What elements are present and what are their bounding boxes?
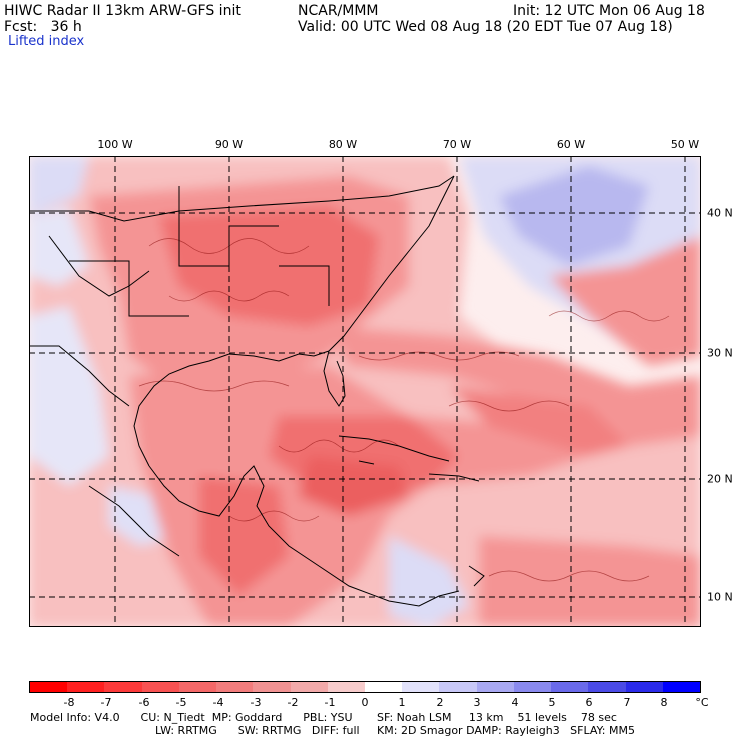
fcst-value: 36 h [50, 19, 82, 35]
colorbar-swatch [30, 682, 68, 692]
colorbar-tick: 7 [623, 696, 631, 709]
field-name: Lifted index [8, 34, 85, 49]
colorbar-tick: 4 [511, 696, 519, 709]
colorbar [29, 681, 701, 693]
colorbar-swatch [327, 682, 365, 692]
colorbar-tick: 6 [585, 696, 593, 709]
colorbar-tick: -6 [138, 696, 150, 709]
colorbar-swatch [216, 682, 254, 692]
colorbar-tick: -5 [175, 696, 187, 709]
colorbar-unit: °C [695, 696, 709, 709]
field-shading [29, 156, 701, 627]
colorbar-swatch [104, 682, 142, 692]
lifted-index-map [29, 156, 701, 627]
colorbar-tick: 3 [473, 696, 481, 709]
model-info-line2: LW: RRTMG SW: RRTMG DIFF: full KM: 2D Sm… [155, 724, 635, 737]
colorbar-swatch [662, 682, 700, 692]
colorbar-tick: -7 [100, 696, 112, 709]
colorbar-swatch [402, 682, 440, 692]
init-time: Init: 12 UTC Mon 06 Aug 18 [513, 3, 705, 19]
center-org: NCAR/MMM [298, 3, 379, 19]
colorbar-swatch [141, 682, 179, 692]
lon-label-100w: 100 W [97, 138, 133, 151]
lon-label-50w: 50 W [670, 138, 700, 151]
colorbar-swatch [625, 682, 663, 692]
colorbar-tick: -2 [287, 696, 299, 709]
lon-label-70w: 70 W [442, 138, 472, 151]
colorbar-tick: 5 [548, 696, 556, 709]
colorbar-tick: 0 [361, 696, 369, 709]
lat-label-30n: 30 N [707, 346, 733, 360]
lat-label-10n: 10 N [707, 590, 733, 604]
lon-label-60w: 60 W [556, 138, 586, 151]
map-title: HIWC Radar II 13km ARW-GFS init [4, 3, 241, 19]
lon-label-90w: 90 W [214, 138, 244, 151]
lat-lon-grid [29, 156, 701, 627]
colorbar-tick: -3 [250, 696, 262, 709]
colorbar-swatch [67, 682, 105, 692]
colorbar-tick: -4 [212, 696, 224, 709]
lat-label-40n: 40 N [707, 206, 733, 220]
colorbar-swatch [588, 682, 626, 692]
fcst-label: Fcst: [4, 19, 38, 35]
colorbar-swatch [290, 682, 328, 692]
colorbar-swatch [364, 682, 403, 692]
colorbar-tick: 8 [660, 696, 668, 709]
forecast-hour: Fcst: 36 h [4, 19, 82, 35]
colorbar-tick: 1 [398, 696, 406, 709]
colorbar-tick: -1 [324, 696, 336, 709]
valid-time: Valid: 00 UTC Wed 08 Aug 18 (20 EDT Tue … [298, 19, 673, 35]
colorbar-swatch [513, 682, 552, 692]
colorbar-swatch [476, 682, 514, 692]
map-border [29, 156, 701, 627]
model-info-line1: Model Info: V4.0 CU: N_Tiedt MP: Goddard… [30, 711, 617, 724]
colorbar-swatch [253, 682, 291, 692]
colorbar-tick: 2 [436, 696, 444, 709]
lon-label-80w: 80 W [328, 138, 358, 151]
colorbar-swatch [551, 682, 589, 692]
colorbar-swatch [439, 682, 477, 692]
colorbar-tick: -8 [63, 696, 75, 709]
lat-label-20n: 20 N [707, 472, 733, 486]
colorbar-swatch [178, 682, 217, 692]
